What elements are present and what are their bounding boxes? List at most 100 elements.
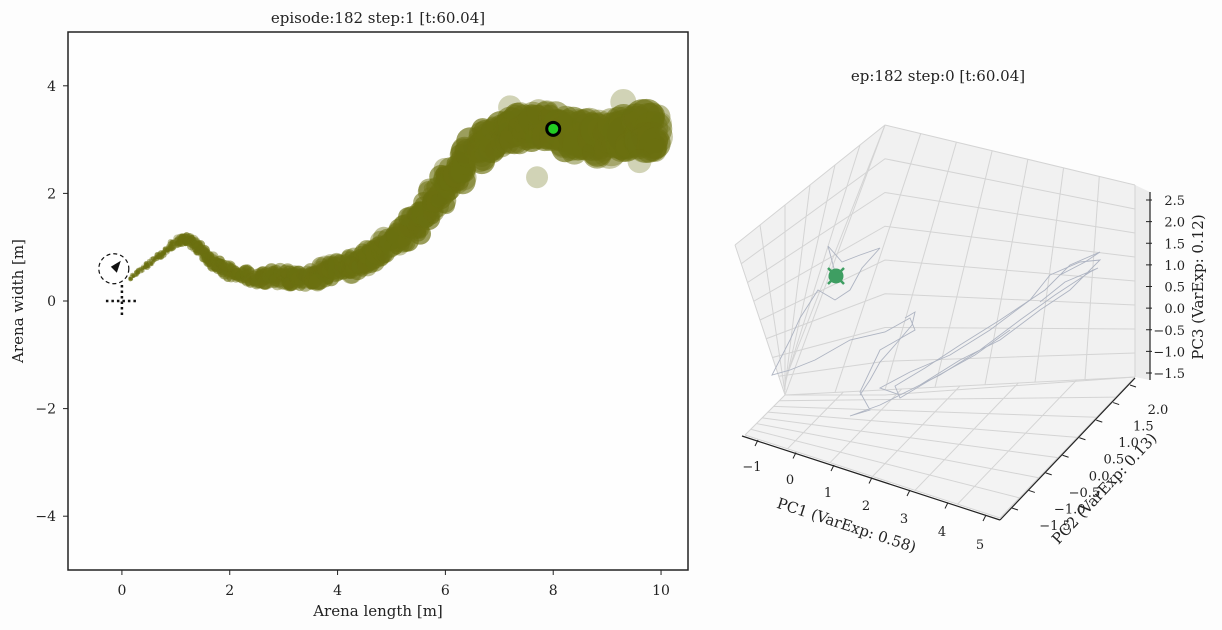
pc1-tick-mark xyxy=(792,452,797,459)
x-tick-label: 0 xyxy=(117,583,126,599)
x-tick-label: 2 xyxy=(225,583,234,599)
pc2-tick-label: −1.5 xyxy=(1039,519,1071,534)
trail-point xyxy=(131,273,136,278)
pc3-tick-label: −1.5 xyxy=(1153,367,1185,382)
pc1-tick-mark xyxy=(944,502,949,509)
y-axis-label: Arena width [m] xyxy=(9,239,27,364)
pc1-tick-label: 5 xyxy=(976,538,984,553)
trail-point xyxy=(610,88,637,115)
trail-point xyxy=(431,193,444,207)
pc3-tick-label: 0.5 xyxy=(1164,281,1185,296)
pc3-ticks: −1.5 −1.0 −0.5 0.0 0.5 1.0 1.5 2.0 2.5 xyxy=(1146,194,1185,382)
trail-point xyxy=(160,250,166,256)
x-tick-label: 6 xyxy=(441,583,450,599)
y-tick-label: −4 xyxy=(35,509,56,525)
trace-segment xyxy=(894,251,1101,399)
x-tick-label: 10 xyxy=(652,583,670,599)
trail-point xyxy=(139,270,144,274)
pc2-tick-mark xyxy=(1079,437,1086,441)
trail-point xyxy=(627,149,652,174)
pc3-tick-label: −1.0 xyxy=(1153,345,1185,360)
trail-point xyxy=(169,244,176,252)
pc2-tick-mark xyxy=(1096,419,1103,423)
pc1-axis-label: PC1 (VarExp: 0.58) xyxy=(775,494,919,556)
trail-point xyxy=(140,269,144,273)
pc2-tick-label: 1.0 xyxy=(1118,436,1139,451)
pc2-tick-label: 0.5 xyxy=(1104,453,1125,468)
arena-plot-title: episode:182 step:1 [t:60.04] xyxy=(271,9,485,27)
arena-plot: episode:182 step:1 [t:60.04] 0 2 4 6 8 10 −4−… xyxy=(9,9,689,620)
trail-point xyxy=(643,138,667,162)
trail-point xyxy=(214,259,223,267)
trail-point xyxy=(138,268,142,272)
pc3-tick-label: 2.5 xyxy=(1164,194,1185,209)
pc2-axis-line xyxy=(999,377,1136,521)
y-axis-ticks: −4 −2 0 2 4 xyxy=(35,79,68,525)
agent-heading-arrow xyxy=(110,260,121,273)
pc3-tick-label: 2.0 xyxy=(1164,216,1185,231)
target-circle xyxy=(545,120,562,137)
agent-marker xyxy=(98,253,130,285)
trail-point xyxy=(149,262,153,266)
pc2-tick-label: −0.5 xyxy=(1069,486,1101,501)
trail-point xyxy=(646,104,671,129)
pc3-tick-label: 0.0 xyxy=(1164,302,1185,317)
pc2-tick-mark xyxy=(1028,489,1036,493)
pc1-tick-label: 2 xyxy=(862,499,870,514)
target-marker xyxy=(545,120,562,137)
trail-point xyxy=(430,193,445,208)
pc1-tick-mark xyxy=(868,477,873,484)
pca-trace xyxy=(771,245,1102,417)
trail-point xyxy=(639,127,671,160)
pc1-tick-mark xyxy=(906,489,911,497)
pc1-tick-mark xyxy=(754,439,759,447)
pc1-tick-mark xyxy=(982,514,987,522)
pc3-tick-label: 1.5 xyxy=(1164,237,1185,252)
pc2-tick-mark xyxy=(1129,384,1137,388)
trail-point xyxy=(380,249,393,262)
trail-point xyxy=(161,252,165,256)
current-state-marker xyxy=(827,267,845,285)
pc2-tick-mark xyxy=(1011,507,1019,511)
y-tick-label: 4 xyxy=(47,79,56,95)
x-axis-ticks: 0 2 4 6 8 10 xyxy=(117,570,670,599)
y-tick-label: 2 xyxy=(47,186,56,202)
trail-point xyxy=(526,166,549,189)
pca-grid xyxy=(734,124,1136,519)
pc1-tick-label: −1 xyxy=(742,460,761,475)
x-tick-label: 4 xyxy=(333,583,342,599)
pc3-tick-label: 1.0 xyxy=(1164,259,1185,274)
pc1-tick-mark xyxy=(830,464,835,472)
trail-point xyxy=(128,277,133,282)
pc1-tick-label: 0 xyxy=(786,473,794,488)
pc1-tick-label: 4 xyxy=(938,525,946,540)
x-tick-label: 8 xyxy=(549,583,558,599)
pc2-tick-label: 0.0 xyxy=(1089,469,1110,484)
side-pane xyxy=(1135,185,1150,380)
pc2-tick-label: −1.0 xyxy=(1054,502,1086,517)
pc2-ticks: −1.5 −1.0−0.5 0.00.5 1.01.5 2.0 xyxy=(1011,384,1169,534)
trace-segment xyxy=(859,311,916,396)
pc1-tick-label: 1 xyxy=(824,486,832,501)
trail-point xyxy=(135,270,140,275)
pc1-axis-line xyxy=(741,435,1001,521)
pc2-tick-label: 2.0 xyxy=(1148,403,1169,418)
pc1-tick-label: 3 xyxy=(900,512,908,527)
floor-pane xyxy=(745,377,1135,518)
trail-point xyxy=(172,246,177,250)
pc2-tick-mark xyxy=(1045,472,1052,476)
pc2-tick-mark xyxy=(1062,454,1069,458)
y-tick-label: 0 xyxy=(47,294,56,310)
trail-point xyxy=(498,95,523,120)
x-axis-label: Arena length [m] xyxy=(312,602,443,620)
pc2-tick-mark xyxy=(1112,402,1120,406)
trail-point xyxy=(650,112,673,135)
back-pane xyxy=(735,125,1135,395)
pc3-axis-label: PC3 (VarExp: 0.12) xyxy=(1189,214,1207,359)
pc1-ticks: −1 0 1 2 3 4 5 xyxy=(742,439,987,553)
pc2-tick-label: 1.5 xyxy=(1133,420,1154,435)
pc3-tick-label: −0.5 xyxy=(1153,324,1185,339)
y-tick-label: −2 xyxy=(35,402,56,418)
